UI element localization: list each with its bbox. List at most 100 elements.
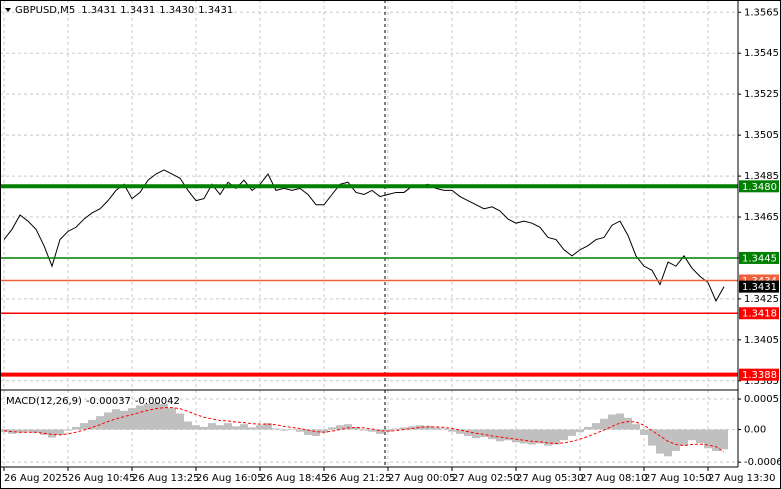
y-tick-label: -0.00061 xyxy=(744,457,781,468)
y-tick-label: 1.3525 xyxy=(744,89,779,100)
macd-bar xyxy=(544,429,552,446)
level-badge xyxy=(739,180,779,193)
macd-bar xyxy=(392,428,400,430)
macd-bar xyxy=(8,429,16,434)
level-badge xyxy=(739,251,779,264)
macd-bar xyxy=(664,429,672,457)
macd-bar xyxy=(704,429,712,449)
x-tick-label: 26 Aug 16:05 xyxy=(196,473,263,484)
x-tick-label: 27 Aug 05:30 xyxy=(516,473,583,484)
macd-bar xyxy=(56,429,64,435)
y-tick-label: 0.00 xyxy=(744,425,766,436)
open: 1.3431 xyxy=(81,5,116,16)
x-tick-label: 27 Aug 02:50 xyxy=(452,473,519,484)
macd-bar xyxy=(88,419,96,430)
macd-bar xyxy=(648,429,656,446)
level-label: 1.3418 xyxy=(742,309,777,320)
macd-bar xyxy=(328,427,336,430)
macd-bar xyxy=(712,429,720,451)
close: 1.3431 xyxy=(198,5,233,16)
macd-bar xyxy=(656,429,664,454)
macd-bar xyxy=(640,429,648,435)
macd-bar xyxy=(536,429,544,444)
marks xyxy=(0,169,738,457)
y-tick-label: 1.3465 xyxy=(744,212,779,223)
macd-bar xyxy=(568,429,576,436)
macd-bar xyxy=(256,425,264,430)
macd-bar xyxy=(432,427,440,430)
x-tick-label: 26 Aug 18:45 xyxy=(260,473,327,484)
macd-bar xyxy=(312,429,320,436)
macd-bar xyxy=(184,421,192,430)
signal-line xyxy=(3,407,725,453)
price-line xyxy=(3,169,725,303)
macd-bar xyxy=(72,426,80,430)
macd-bar xyxy=(16,429,24,433)
macd-bar xyxy=(344,424,352,430)
macd-bar xyxy=(464,429,472,436)
chart-header: GBPUSD,M5 1.3431 1.3431 1.3430 1.3431 xyxy=(15,5,233,16)
macd-title: MACD(12,26,9) xyxy=(6,396,82,407)
macd-bar xyxy=(336,425,344,430)
macd-bar xyxy=(352,427,360,430)
low: 1.3430 xyxy=(159,5,194,16)
macd-bar xyxy=(96,416,104,430)
macd-bar xyxy=(264,423,272,430)
macd-bar xyxy=(456,429,464,434)
macd-bar xyxy=(64,429,72,431)
macd-bar xyxy=(160,403,168,430)
macd-bar xyxy=(288,429,296,431)
y-tick-label: 1.3565 xyxy=(744,7,779,18)
macd-bar xyxy=(224,423,232,430)
x-tick-label: 26 Aug 10:45 xyxy=(68,473,135,484)
macd-bar xyxy=(144,403,152,430)
macd-bar xyxy=(672,429,680,451)
macd-bar xyxy=(504,429,512,441)
macd-bar xyxy=(552,429,560,445)
macd-bar xyxy=(384,429,392,432)
macd-bar xyxy=(168,408,176,430)
level-badge xyxy=(739,280,779,293)
macd-bar xyxy=(280,429,288,431)
macd-bar xyxy=(216,425,224,430)
macd-bar xyxy=(688,429,696,441)
macd-bar xyxy=(600,418,608,430)
macd-bar xyxy=(488,429,496,440)
x-tick-label: 26 Aug 2025 xyxy=(4,473,68,484)
macd-bar xyxy=(40,429,48,435)
symbol: GBPUSD,M5 xyxy=(15,5,75,16)
macd-bar xyxy=(360,429,368,431)
dropdown-icon xyxy=(5,8,11,12)
macd-bar xyxy=(592,423,600,430)
macd-bar xyxy=(136,405,144,430)
macd-bar xyxy=(720,429,728,450)
macd-main: -0.00037 xyxy=(86,396,131,407)
y-tick-label: 1.3485 xyxy=(744,171,779,182)
y-tick-label: 0.00057 xyxy=(744,394,781,405)
macd-bar xyxy=(80,423,88,430)
level-badge xyxy=(739,307,779,320)
macd-bar xyxy=(112,409,120,430)
macd-bar xyxy=(616,413,624,430)
y-tick-label: 1.3505 xyxy=(744,130,779,141)
macd-bar xyxy=(400,427,408,430)
x-tick-label: 26 Aug 21:25 xyxy=(324,473,391,484)
macd-bar xyxy=(240,424,248,430)
level-label: 1.3480 xyxy=(742,182,777,193)
x-tick-label: 27 Aug 00:05 xyxy=(388,473,455,484)
level-label: 1.3431 xyxy=(742,282,777,293)
macd-bar xyxy=(32,429,40,433)
x-tick-label: 27 Aug 10:50 xyxy=(644,473,711,484)
macd-bar xyxy=(232,426,240,430)
macd-bar xyxy=(24,429,32,432)
macd-bar xyxy=(272,428,280,430)
grid xyxy=(0,0,738,467)
level-label: 1.3445 xyxy=(742,253,777,264)
macd-bar xyxy=(376,429,384,434)
macd-bar xyxy=(152,402,160,430)
macd-bar xyxy=(368,429,376,432)
macd-bar xyxy=(472,429,480,439)
